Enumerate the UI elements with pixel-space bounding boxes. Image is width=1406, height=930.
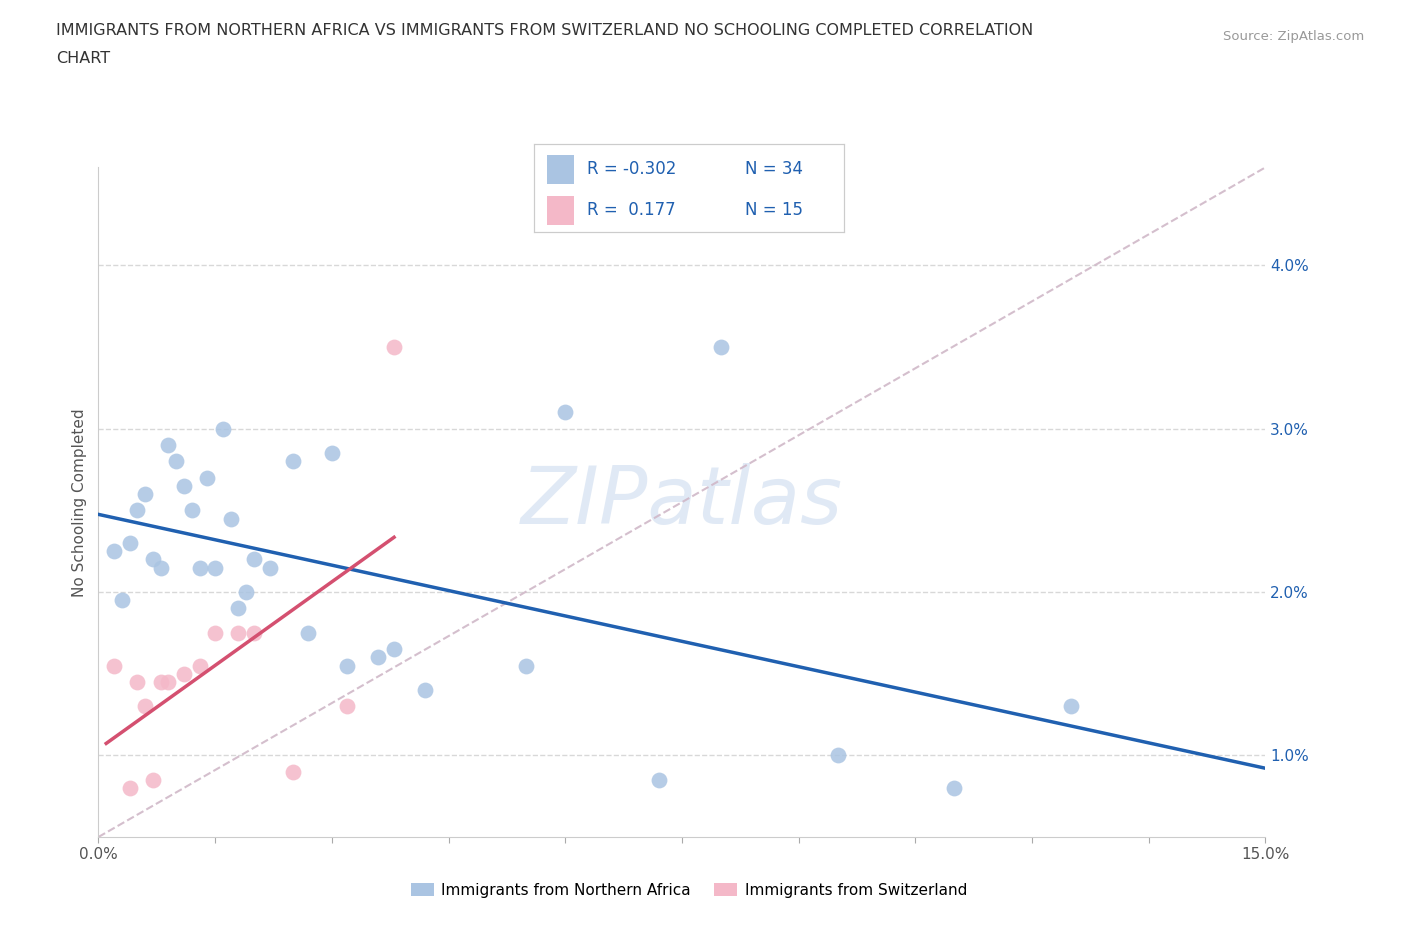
Point xyxy=(1060,699,1083,714)
Point xyxy=(647,773,669,788)
Point xyxy=(281,764,304,779)
Text: ZIPatlas: ZIPatlas xyxy=(520,463,844,541)
Text: N = 34: N = 34 xyxy=(745,160,803,178)
Point xyxy=(243,625,266,640)
Y-axis label: No Schooling Completed: No Schooling Completed xyxy=(72,408,87,596)
Point xyxy=(103,658,125,673)
Point xyxy=(382,339,405,354)
Point xyxy=(134,699,156,714)
Point xyxy=(157,438,180,453)
Point xyxy=(281,454,304,469)
Point xyxy=(367,650,389,665)
Legend: Immigrants from Northern Africa, Immigrants from Switzerland: Immigrants from Northern Africa, Immigra… xyxy=(405,876,973,904)
Point xyxy=(149,560,172,575)
Point xyxy=(149,674,172,689)
Point xyxy=(180,503,202,518)
Point xyxy=(228,625,250,640)
Point xyxy=(118,780,141,795)
Point xyxy=(235,585,257,600)
Point xyxy=(943,780,966,795)
Point xyxy=(173,478,195,493)
Point xyxy=(259,560,281,575)
Point xyxy=(554,405,576,419)
Text: CHART: CHART xyxy=(56,51,110,66)
Point xyxy=(103,544,125,559)
Point xyxy=(127,503,149,518)
Point xyxy=(336,699,359,714)
Point xyxy=(142,773,165,788)
Point xyxy=(297,625,319,640)
Point xyxy=(212,421,235,436)
Point xyxy=(127,674,149,689)
Point xyxy=(204,625,226,640)
Text: R = -0.302: R = -0.302 xyxy=(586,160,676,178)
Point xyxy=(165,454,187,469)
Point xyxy=(134,486,156,501)
Point xyxy=(827,748,849,763)
Point xyxy=(321,445,343,460)
Point xyxy=(173,666,195,681)
Text: N = 15: N = 15 xyxy=(745,202,803,219)
Point xyxy=(157,674,180,689)
Point xyxy=(515,658,537,673)
Point xyxy=(142,551,165,566)
Point xyxy=(710,339,733,354)
Point xyxy=(204,560,226,575)
Bar xyxy=(547,154,575,184)
Point xyxy=(111,592,134,607)
Point xyxy=(188,658,211,673)
Text: IMMIGRANTS FROM NORTHERN AFRICA VS IMMIGRANTS FROM SWITZERLAND NO SCHOOLING COMP: IMMIGRANTS FROM NORTHERN AFRICA VS IMMIG… xyxy=(56,23,1033,38)
Point xyxy=(188,560,211,575)
Point xyxy=(336,658,359,673)
Point xyxy=(228,601,250,616)
Text: Source: ZipAtlas.com: Source: ZipAtlas.com xyxy=(1223,30,1364,43)
Point xyxy=(118,536,141,551)
Point xyxy=(413,683,436,698)
Point xyxy=(195,471,218,485)
Point xyxy=(382,642,405,657)
Point xyxy=(243,551,266,566)
Bar xyxy=(547,196,575,225)
Point xyxy=(219,512,242,526)
Text: R =  0.177: R = 0.177 xyxy=(586,202,675,219)
